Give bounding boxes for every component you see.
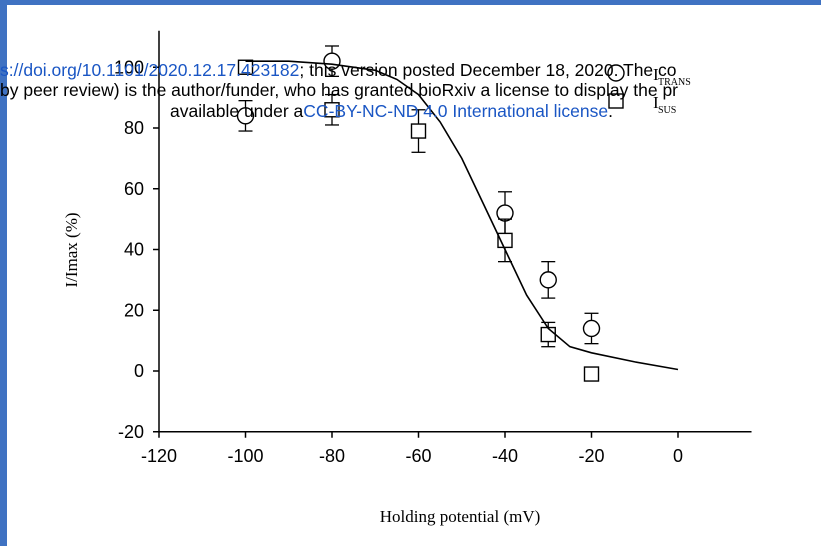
data-point-sus — [237, 59, 254, 75]
axes: -120 -100 -80 -60 -40 -20 0 -20 0 20 40 60 80 100 — [114, 30, 752, 466]
x-tick-label: -80 — [319, 446, 345, 466]
chart-marks — [236, 45, 679, 382]
legend-marker-square — [608, 93, 624, 109]
y-tick-label: 80 — [124, 118, 144, 138]
y-tick-label: 20 — [124, 300, 144, 320]
legend-label: I — [653, 65, 659, 84]
license-link[interactable]: CC-BY-NC-ND 4.0 International license — [303, 101, 609, 121]
frame-top-border — [0, 0, 821, 5]
y-tick-label: 60 — [124, 179, 144, 199]
x-tick-label: -20 — [578, 446, 604, 466]
frame-left-border — [0, 0, 7, 546]
banner-doi-prefix: s://doi.org/ — [0, 60, 82, 80]
y-tick-label: 0 — [134, 361, 144, 381]
data-point-sus — [583, 366, 600, 382]
data-point-sus — [324, 102, 340, 118]
data-point-trans — [236, 107, 255, 125]
y-tick-label: 100 — [114, 57, 144, 77]
doi-link[interactable]: 10.1101/2020.12.17.423182 — [81, 60, 300, 80]
banner-line1-text: ; this version posted December 18, 2020.… — [299, 60, 677, 80]
x-tick-label: -100 — [227, 446, 263, 466]
y-tick-label: 40 — [124, 240, 144, 260]
banner-line2-text: by peer review) is the author/funder, wh… — [0, 80, 679, 100]
preprint-banner-line-2: by peer review) is the author/funder, wh… — [0, 80, 678, 101]
legend-label-subscript: SUS — [658, 105, 676, 116]
legend-label-subscript: TRANS — [658, 77, 691, 88]
x-tick-label: -40 — [492, 446, 518, 466]
data-point-sus — [410, 123, 427, 139]
preprint-banner-line-3: available under aCC-BY-NC-ND 4.0 Interna… — [170, 101, 613, 122]
data-point-trans — [582, 319, 601, 338]
fit-curve — [245, 60, 679, 371]
legend-label: I — [653, 93, 659, 112]
x-tick-label: -60 — [405, 446, 431, 466]
banner-line3-text: available under a — [170, 101, 304, 121]
y-axis-label: I/Imax (%) — [62, 212, 81, 287]
preprint-banner-line-1: s://doi.org/10.1101/2020.12.17.423182; t… — [0, 60, 677, 81]
legend-marker-circle — [607, 64, 625, 82]
x-axis-label: Holding potential (mV) — [380, 507, 541, 526]
y-tick-label: -20 — [118, 422, 144, 442]
data-point-sus — [540, 326, 556, 343]
banner-line3-end: . — [608, 101, 613, 121]
data-point-trans — [539, 271, 557, 289]
x-tick-label: -120 — [141, 446, 177, 466]
x-tick-label: 0 — [673, 446, 683, 466]
